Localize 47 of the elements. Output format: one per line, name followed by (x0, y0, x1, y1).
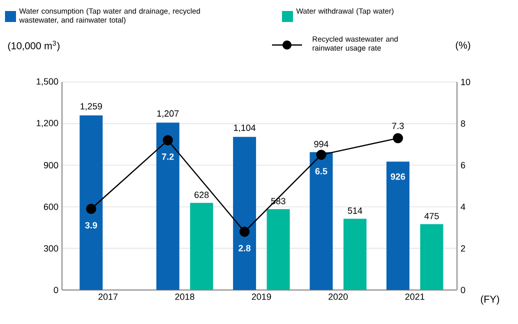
bar (190, 202, 214, 290)
x-tick-label: 2017 (98, 294, 118, 300)
point (86, 204, 96, 214)
y2-tick-label: 6 (460, 162, 466, 168)
data-label: 2.8 (238, 244, 251, 252)
bar (343, 218, 366, 290)
x-tick-label: 2018 (175, 294, 194, 300)
y-tick-label: 600 (44, 204, 58, 210)
point (392, 133, 404, 144)
y2-tick-label: 2 (460, 245, 466, 252)
data-label: 926 (390, 173, 406, 180)
data-label: 628 (194, 192, 209, 198)
data-label: 1,207 (157, 110, 179, 118)
x-tick-label: 2019 (252, 294, 271, 300)
bar (310, 152, 333, 290)
y-tick-label: 300 (44, 245, 58, 252)
y2-tick-label: 10 (461, 78, 470, 86)
data-label: 3.9 (85, 222, 98, 228)
point (316, 150, 326, 160)
data-label: 6.5 (315, 168, 328, 174)
data-label: 7.2 (162, 153, 174, 160)
y2-axis-title: (%) (456, 41, 470, 51)
bar (80, 115, 103, 290)
y-tick-label: 900 (44, 162, 58, 168)
y2-tick-label: 0 (460, 286, 466, 294)
point (162, 135, 173, 146)
data-label: 514 (348, 208, 362, 214)
data-label: 475 (424, 212, 439, 220)
bar (266, 209, 290, 290)
x-tick-label: 2020 (328, 294, 348, 300)
bar (420, 224, 444, 290)
x-tick-label: 2021 (405, 294, 424, 300)
bar (386, 162, 410, 290)
bar (156, 122, 180, 290)
bar (233, 136, 256, 290)
point (239, 226, 250, 237)
x-axis-title: (FY) (480, 295, 500, 305)
y-tick-label: 0 (54, 286, 58, 294)
data-label: 994 (314, 140, 328, 148)
data-label: 7.3 (392, 122, 404, 130)
data-label: 1,259 (80, 103, 102, 111)
y-tick-label: 1,200 (36, 120, 58, 128)
y2-tick-label: 8 (460, 120, 466, 127)
y-axis-title: (10,000 m$^{3}$) (8, 40, 60, 52)
y-tick-label: 1,500 (36, 78, 58, 86)
data-label: 1,104 (234, 124, 256, 132)
y2-tick-label: 4 (460, 204, 466, 210)
